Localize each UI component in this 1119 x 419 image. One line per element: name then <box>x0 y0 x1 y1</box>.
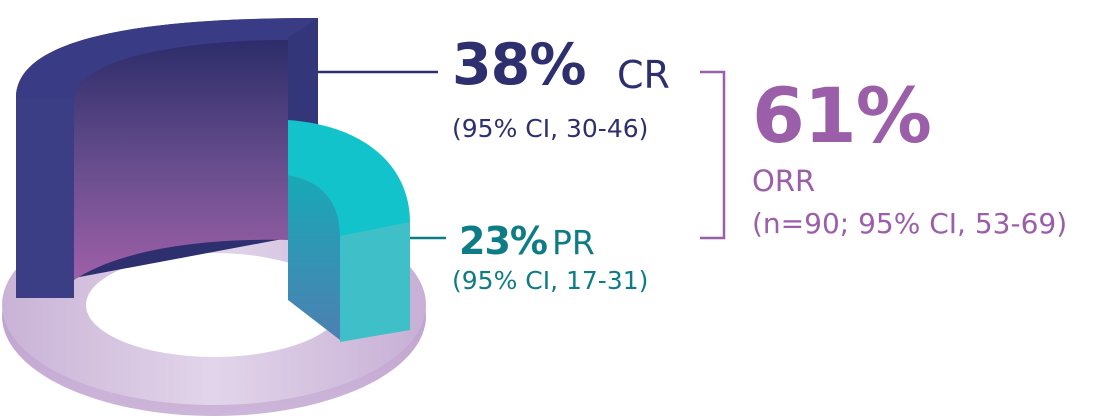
orr-percent-label: 61% <box>752 71 932 160</box>
pr-segment-inner-wall <box>288 175 340 340</box>
cr-percent-label: 38% <box>452 32 586 98</box>
cr-ci-label: (95% CI, 30-46) <box>452 114 649 143</box>
pr-percent-label: 23% <box>459 219 548 263</box>
cr-segment-inner-wall <box>74 40 288 280</box>
pr-segment-top <box>288 120 410 236</box>
pr-ci-label: (95% CI, 17-31) <box>452 266 649 295</box>
pr-segment-front-face <box>340 222 410 342</box>
orr-detail-label: (n=90; 95% CI, 53-69) <box>752 207 1068 240</box>
orr-name-label: ORR <box>752 164 816 198</box>
cr-segment-front-face <box>16 98 74 298</box>
cr-name-label: CR <box>617 53 670 97</box>
donut-hole <box>86 253 342 357</box>
cr-segment-top <box>16 18 318 100</box>
orr-bracket <box>700 70 726 240</box>
pr-name-label: PR <box>552 223 595 262</box>
